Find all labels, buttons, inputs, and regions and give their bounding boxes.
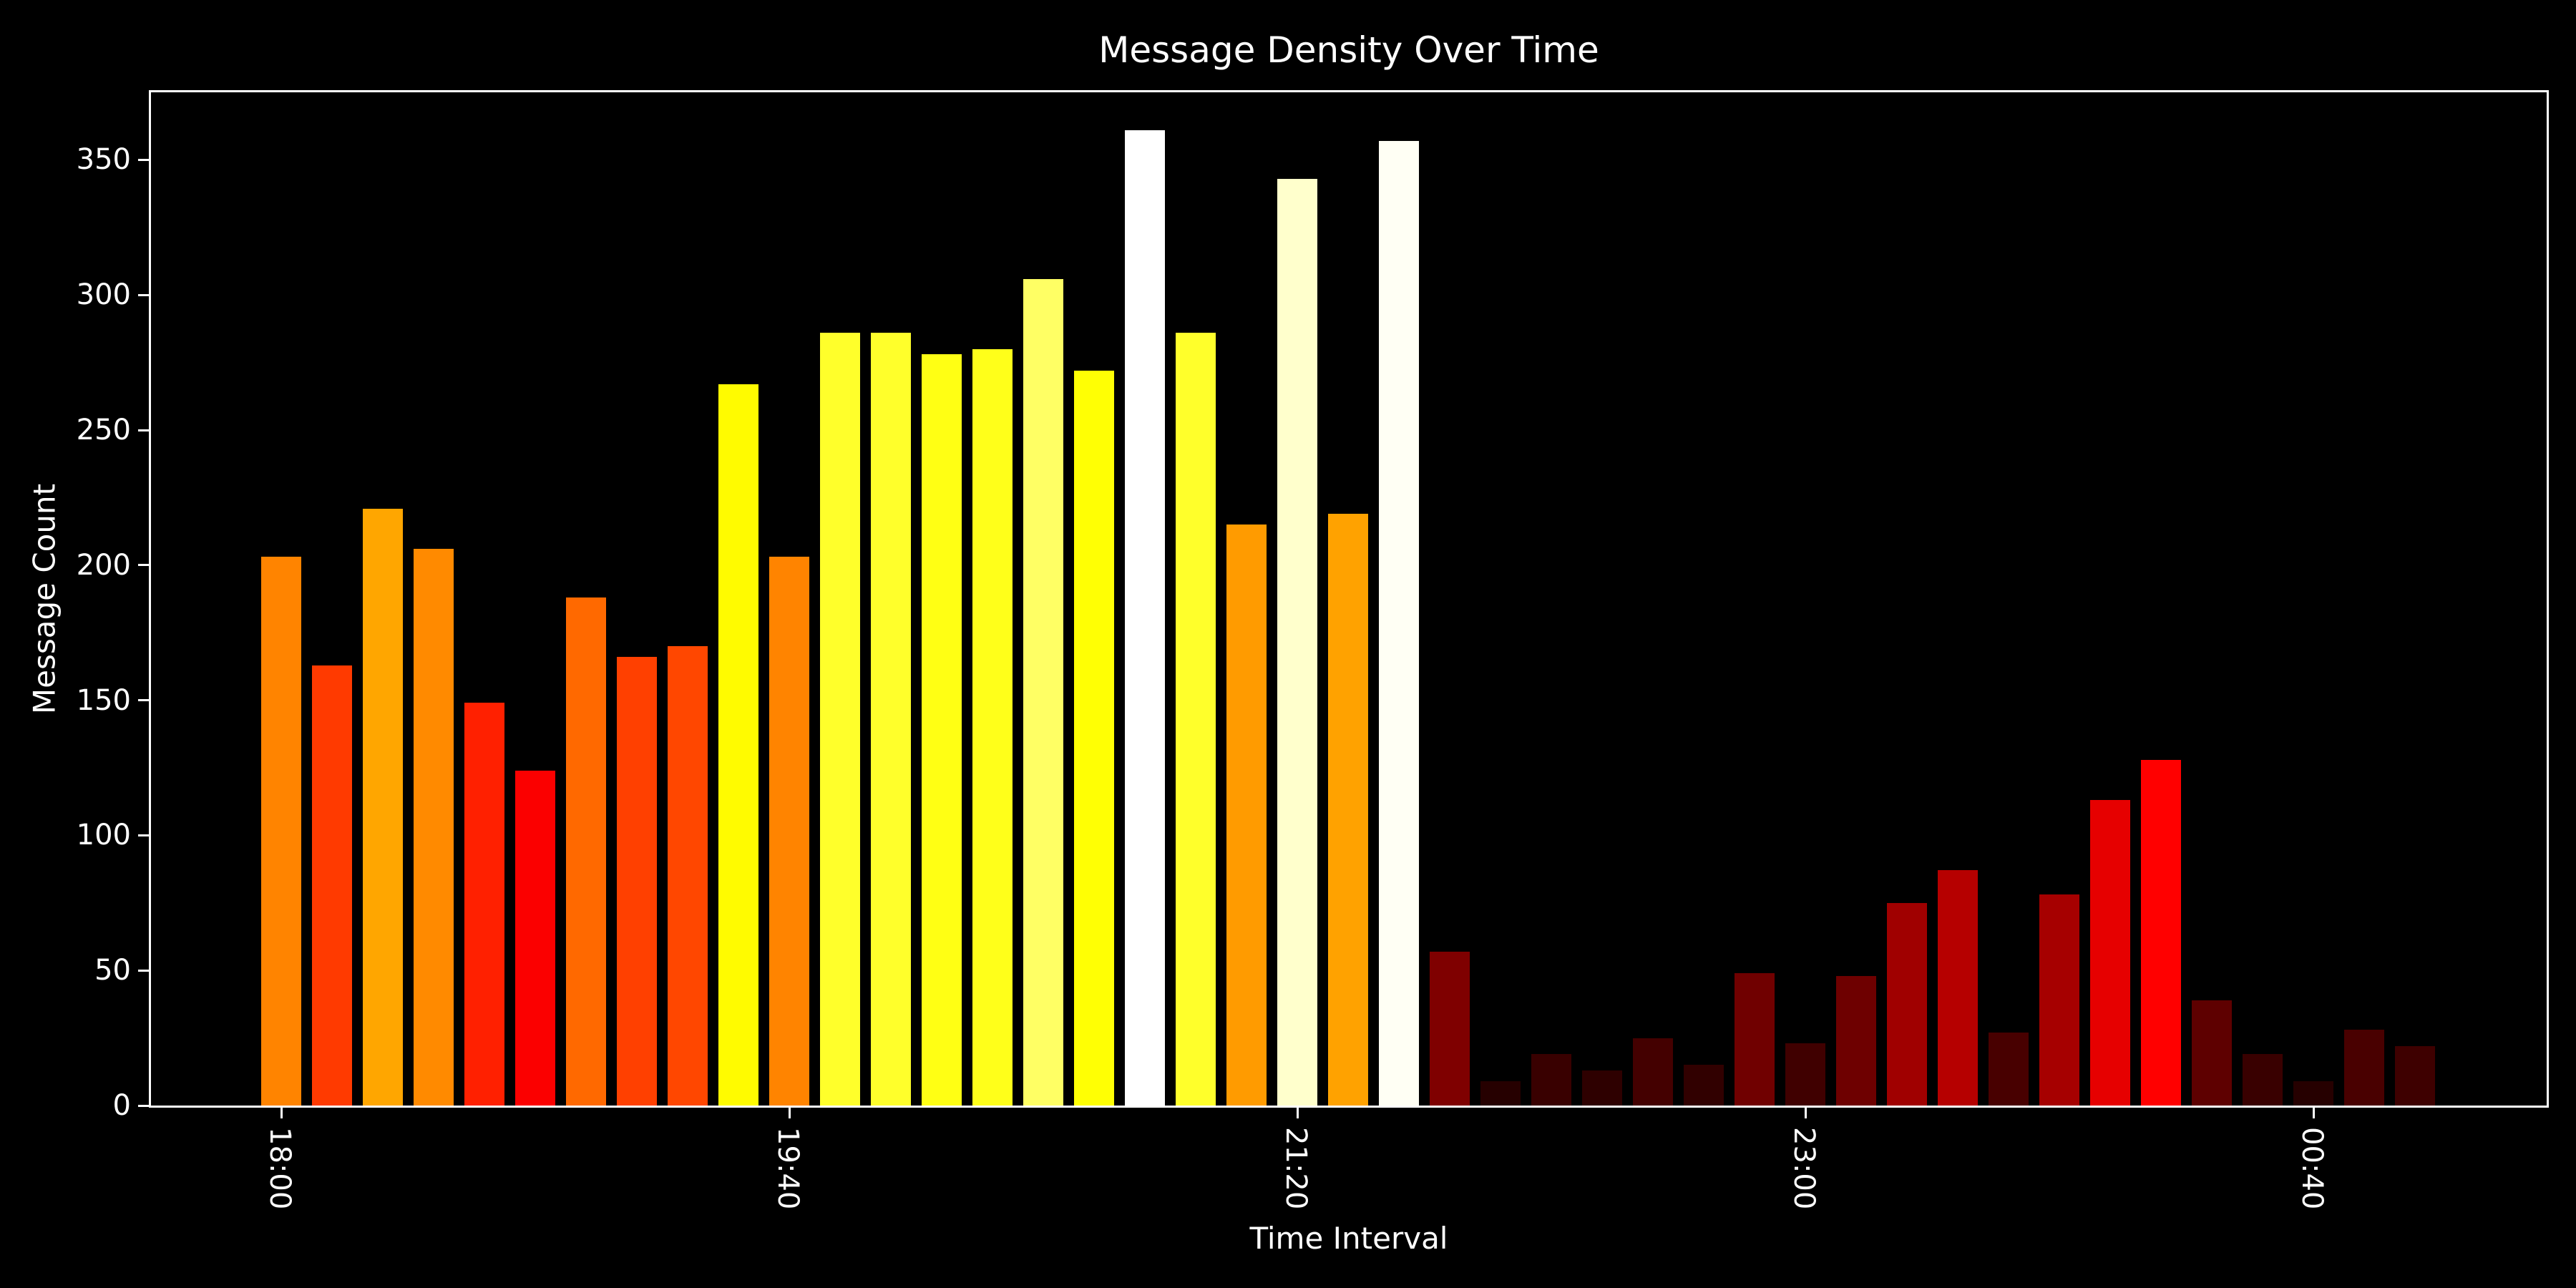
y-tick-label: 250 xyxy=(76,414,131,447)
x-tick-label: 00:40 xyxy=(2296,1127,2328,1210)
y-tick-label: 300 xyxy=(76,278,131,312)
bar-23:30 xyxy=(1938,870,1978,1106)
bar-22:20 xyxy=(1582,1070,1622,1106)
bar-00:10 xyxy=(2141,760,2181,1106)
bar-21:20 xyxy=(1277,179,1317,1106)
y-tick-mark xyxy=(138,1104,149,1107)
bar-19:20 xyxy=(668,646,708,1106)
bar-20:40 xyxy=(1074,371,1114,1106)
x-axis-label: Time Interval xyxy=(1249,1221,1448,1256)
y-tick-mark xyxy=(138,699,149,702)
bar-19:50 xyxy=(820,333,860,1106)
plot-area xyxy=(149,90,2549,1108)
bar-22:10 xyxy=(1531,1054,1571,1106)
bar-18:20 xyxy=(363,509,403,1106)
bar-20:00 xyxy=(871,333,911,1106)
bar-23:00 xyxy=(1785,1043,1825,1106)
x-tick-label: 18:00 xyxy=(263,1127,296,1210)
x-tick-label: 19:40 xyxy=(771,1127,804,1210)
y-tick-label: 100 xyxy=(76,819,131,852)
bar-18:40 xyxy=(464,703,504,1106)
bar-23:40 xyxy=(1989,1033,2029,1106)
y-tick-mark xyxy=(138,293,149,296)
x-tick-mark xyxy=(280,1108,283,1118)
x-tick-mark xyxy=(788,1108,791,1118)
bar-21:10 xyxy=(1226,525,1267,1106)
bar-20:10 xyxy=(922,354,962,1106)
bar-19:00 xyxy=(566,597,606,1106)
bar-00:00 xyxy=(2090,800,2130,1106)
y-tick-label: 350 xyxy=(76,143,131,177)
bar-22:40 xyxy=(1684,1065,1724,1106)
chart-title: Message Density Over Time xyxy=(1098,29,1599,71)
bar-23:10 xyxy=(1836,976,1876,1106)
bar-21:00 xyxy=(1176,333,1216,1106)
bar-19:10 xyxy=(617,657,657,1106)
y-tick-label: 150 xyxy=(76,683,131,717)
y-tick-mark xyxy=(138,564,149,567)
y-tick-label: 0 xyxy=(112,1089,131,1122)
x-tick-mark xyxy=(1804,1108,1807,1118)
bar-21:30 xyxy=(1328,514,1368,1106)
bar-19:40 xyxy=(769,557,809,1106)
bar-19:30 xyxy=(718,384,758,1106)
bar-21:40 xyxy=(1379,141,1419,1106)
bar-21:50 xyxy=(1430,952,1470,1106)
bar-22:00 xyxy=(1480,1081,1521,1106)
bar-18:50 xyxy=(515,771,555,1106)
bar-18:00 xyxy=(261,557,301,1106)
bar-18:10 xyxy=(312,665,352,1106)
y-tick-label: 200 xyxy=(76,548,131,582)
bar-00:20 xyxy=(2192,1000,2232,1106)
x-tick-label: 21:20 xyxy=(1279,1127,1312,1210)
bar-01:00 xyxy=(2395,1046,2435,1106)
y-tick-mark xyxy=(138,834,149,836)
bar-23:20 xyxy=(1887,903,1927,1106)
y-axis-label: Message Count xyxy=(26,483,62,715)
bar-00:40 xyxy=(2293,1081,2333,1106)
bar-18:30 xyxy=(414,549,454,1106)
x-tick-label: 23:00 xyxy=(1787,1127,1820,1210)
y-tick-label: 50 xyxy=(94,954,131,987)
y-tick-mark xyxy=(138,969,149,972)
bar-00:50 xyxy=(2344,1030,2384,1106)
y-tick-mark xyxy=(138,429,149,431)
bar-20:20 xyxy=(972,349,1013,1106)
bar-20:50 xyxy=(1125,130,1165,1106)
bar-22:30 xyxy=(1633,1038,1673,1106)
bar-23:50 xyxy=(2039,894,2079,1106)
x-tick-mark xyxy=(2312,1108,2315,1118)
bar-22:50 xyxy=(1735,973,1775,1106)
x-tick-mark xyxy=(1296,1108,1299,1118)
bar-00:30 xyxy=(2243,1054,2283,1106)
bar-20:30 xyxy=(1023,279,1063,1106)
y-tick-mark xyxy=(138,158,149,161)
